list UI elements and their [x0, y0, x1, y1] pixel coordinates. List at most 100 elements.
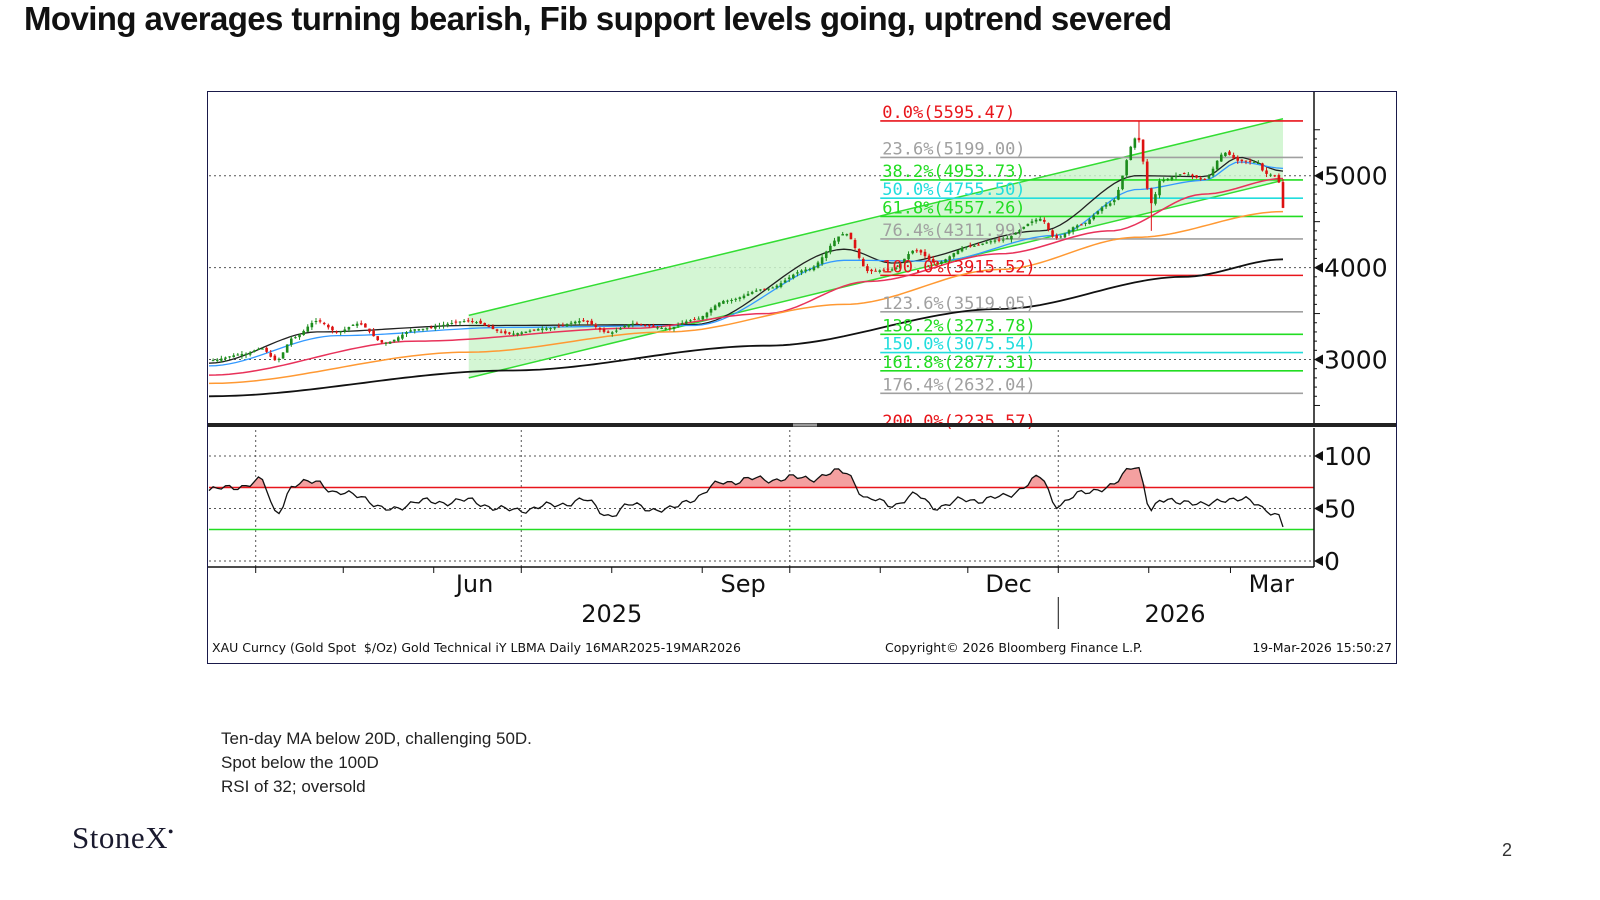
candle-body [545, 328, 548, 330]
candle-body [754, 290, 758, 292]
candle-body [569, 322, 573, 324]
candle-body [1244, 160, 1248, 162]
candle-body [1219, 154, 1223, 162]
candle-body [277, 358, 281, 360]
candle-body [1055, 235, 1058, 239]
candle-body [1228, 151, 1231, 155]
candle-body [833, 240, 836, 247]
candle-body [1071, 227, 1075, 232]
rsi-tick-arrow [1314, 556, 1323, 566]
candle-body [981, 243, 984, 245]
candle-body [429, 327, 433, 329]
candle-body [1108, 203, 1112, 206]
candle-body [536, 329, 540, 331]
candle-body [606, 331, 610, 333]
candle-body [890, 269, 894, 271]
fib-label: 150.0%(3075.54) [882, 335, 1036, 355]
year-label: 2026 [1144, 600, 1205, 628]
candle-body [602, 328, 606, 332]
candle-body [709, 308, 713, 313]
candle-body [944, 259, 947, 263]
candle-body [940, 261, 943, 264]
candle-body [927, 255, 931, 260]
candle-body [837, 236, 840, 242]
price-chart-svg: 0.0%(5595.47) 23.6%(5199.00) 38.2%(4953.73… [208, 92, 1396, 655]
candle-body [372, 330, 375, 337]
divider-handle [793, 423, 817, 427]
candle-body [1088, 219, 1091, 224]
candle-body [783, 280, 787, 283]
rsi-tick-arrow [1314, 451, 1323, 461]
candle-body [364, 323, 367, 328]
candle-body [1117, 189, 1120, 200]
candle-body [479, 320, 482, 324]
candle-body [1043, 219, 1046, 222]
candle-body [421, 328, 425, 330]
price-tick-label: 3000 [1324, 346, 1388, 375]
candle-body [767, 288, 770, 290]
rsi-tick-arrow [1314, 503, 1323, 514]
slide-notes: Ten-day MA below 20D, challenging 50D. S… [221, 727, 532, 799]
candle-body [392, 339, 396, 342]
ma-line-20D [208, 161, 1284, 367]
candle-body [240, 354, 244, 356]
candle-body [1005, 238, 1009, 240]
candle-body [968, 245, 972, 247]
candle-body [359, 323, 363, 325]
candle-body [532, 329, 536, 331]
candle-body [1100, 207, 1104, 212]
candle-body [541, 328, 544, 331]
price-tick-arrow [1314, 262, 1323, 273]
rsi-tick-label: 50 [1324, 495, 1356, 524]
candle-body [1191, 174, 1194, 177]
candle-body [717, 302, 721, 307]
candle-body [289, 338, 293, 345]
candle-body [964, 246, 968, 248]
panel-divider[interactable] [208, 423, 1396, 427]
candle-body [224, 357, 227, 359]
candle-body [335, 331, 338, 333]
candle-body [631, 323, 635, 325]
ma-line-100D [208, 210, 1284, 385]
candle-body [294, 337, 297, 339]
candle-body [487, 325, 491, 328]
candle-body [310, 322, 314, 328]
candle-body [557, 326, 561, 328]
fib-label: 0.0%(5595.47) [882, 103, 1015, 123]
candle-body [977, 244, 980, 246]
candle-body [1112, 200, 1116, 203]
candle-body [1133, 138, 1137, 148]
candle-body [792, 274, 795, 279]
chart-frame: 0.0%(5595.47) 23.6%(5199.00) 38.2%(4953.73… [207, 91, 1397, 664]
candle-body [1203, 178, 1207, 180]
rsi-tick-label: 100 [1324, 442, 1372, 471]
candle-body [261, 348, 264, 350]
candle-body [627, 324, 631, 327]
candle-body [318, 320, 322, 322]
candle-body [668, 327, 672, 329]
candle-body [907, 254, 910, 260]
candle-body [236, 354, 240, 356]
candle-body [573, 321, 577, 324]
candle-body [462, 321, 466, 323]
candle-body [1038, 218, 1042, 221]
candle-body [586, 320, 589, 323]
month-label: Sep [720, 570, 765, 598]
candle-body [1269, 174, 1272, 176]
candle-body [582, 320, 585, 322]
candle-body [1277, 175, 1281, 183]
candle-body [993, 240, 997, 242]
candle-body [425, 328, 429, 330]
candle-body [857, 249, 861, 258]
timestamp-label: 19-Mar-2026 15:50:27 [1252, 640, 1392, 655]
candle-body [1232, 154, 1235, 159]
candle-body [652, 325, 655, 327]
candle-body [417, 329, 421, 331]
candle-body [475, 322, 478, 324]
candle-body [639, 324, 643, 326]
candle-body [1178, 174, 1182, 176]
fib-label: 161.8%(2877.31) [882, 353, 1036, 373]
candle-body [841, 234, 845, 236]
candle-body [257, 348, 260, 350]
candle-body [306, 326, 310, 332]
